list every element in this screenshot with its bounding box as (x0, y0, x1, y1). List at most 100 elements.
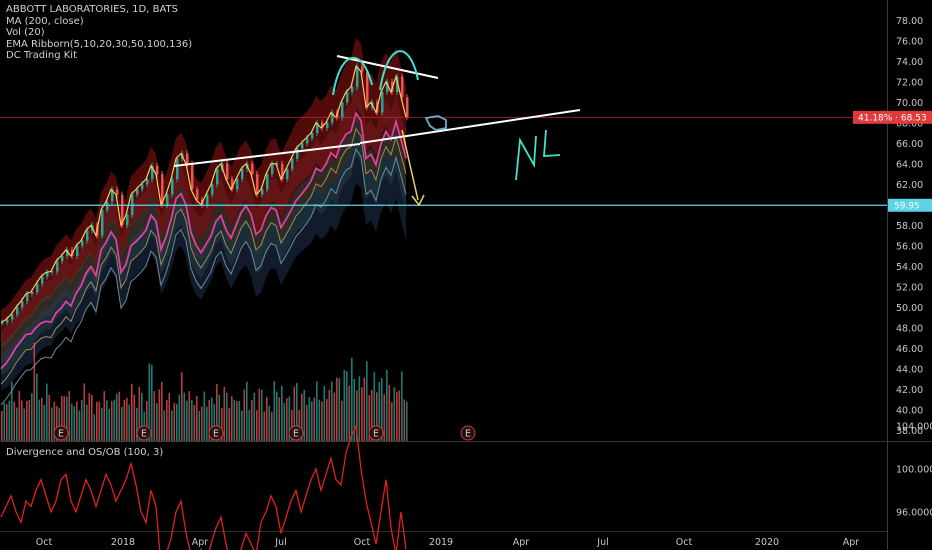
volume-bar (76, 401, 78, 441)
volume-bar (31, 393, 33, 441)
time-tick-label: Jul (274, 537, 286, 548)
price-tick-label: 40.00 (896, 405, 923, 416)
indicator-label[interactable]: Divergence and OS/OB (100, 3) (6, 447, 164, 458)
support-price-badge (888, 198, 932, 212)
volume-bar (63, 396, 66, 441)
price-tick-label: 70.00 (896, 98, 923, 109)
neckline-left (173, 143, 361, 167)
candle (361, 66, 364, 72)
candle (276, 163, 279, 165)
svg-text:E: E (213, 429, 219, 440)
volume-bar (243, 389, 246, 441)
candle (351, 86, 354, 92)
candle (81, 240, 84, 246)
candle (76, 245, 79, 256)
volume-bar (68, 391, 71, 441)
svg-text:E: E (141, 429, 147, 440)
ribbon-band-lower (1, 111, 406, 375)
volume-bar (246, 381, 248, 441)
volume-bar (123, 399, 126, 441)
earnings-marker[interactable]: E (288, 425, 304, 441)
study-vol[interactable]: Vol (20) (6, 27, 45, 39)
price-tick-label: 72.00 (896, 77, 923, 88)
volume-bar (231, 396, 233, 441)
candle (346, 92, 349, 103)
volume-bar (298, 410, 301, 441)
volume-bar (236, 401, 238, 441)
volume-bar (156, 403, 158, 441)
volume-bar (198, 410, 201, 441)
volume-bar (93, 414, 96, 441)
volume-bar (341, 400, 343, 441)
top-trend-line (336, 55, 439, 79)
price-tick-label: 46.00 (896, 344, 923, 355)
volume-bar (211, 397, 213, 441)
volume-bar (108, 408, 111, 441)
candle (316, 122, 319, 133)
candle (396, 76, 399, 92)
earnings-marker[interactable]: E (368, 425, 384, 441)
volume-bar (11, 381, 13, 441)
volume-bar (398, 390, 401, 441)
volume-bar (223, 387, 226, 441)
volume-bar (18, 391, 21, 441)
candle (121, 194, 124, 226)
volume-bar (203, 391, 206, 441)
candle (6, 319, 9, 323)
price-tick-label: 58.00 (896, 221, 923, 232)
volume-bar (238, 401, 241, 441)
candle (61, 256, 64, 262)
volume-bar (273, 381, 276, 441)
volume-bar (258, 388, 261, 441)
candle (211, 184, 214, 195)
pointing-hand-icon (424, 115, 447, 131)
volume-bar (163, 410, 166, 441)
symbol-title[interactable]: ABBOTT LABORATORIES, 1D, BATS (6, 4, 178, 15)
volume-bar (393, 387, 396, 441)
candle (41, 276, 44, 284)
volume-bar (161, 381, 163, 441)
earnings-marker[interactable]: E (460, 425, 476, 441)
volume-bar (311, 401, 313, 441)
candle (266, 174, 269, 190)
earnings-marker[interactable]: E (53, 425, 69, 441)
volume-bar (253, 392, 256, 441)
candle (256, 174, 259, 195)
volume-bar (113, 399, 116, 441)
volume-bar (33, 342, 36, 441)
price-tick-label: 78.00 (896, 16, 923, 27)
volume-bar (138, 386, 141, 441)
volume-bar (226, 392, 228, 441)
head-arc-right (379, 50, 419, 91)
candle (231, 179, 234, 190)
study-dc-trading-kit[interactable]: DC Trading Kit (6, 50, 77, 62)
candle (326, 122, 329, 128)
volume-bar (111, 401, 113, 441)
price-tick-label: 38.00 (896, 426, 923, 437)
volume-bar (221, 408, 223, 441)
volume-bar (16, 407, 18, 441)
price-tick-label: 56.00 (896, 241, 923, 252)
earnings-marker[interactable]: E (208, 425, 224, 441)
target-arrow-line (401, 129, 419, 201)
price-tick-label: 50.00 (896, 303, 923, 314)
candle (16, 307, 19, 315)
volume-bar (346, 371, 348, 441)
volume-bar (176, 403, 178, 441)
volume-bar (353, 379, 356, 441)
current-price-badge (853, 110, 932, 124)
candle (401, 76, 404, 98)
volume-bar (98, 401, 101, 441)
study-ema-ribbon[interactable]: EMA Ribborn(5,10,20,30,50,100,136) (6, 38, 193, 50)
volume-bar (96, 401, 98, 441)
volume-bar (326, 399, 328, 441)
time-tick-label: Apr (843, 537, 860, 548)
candle (281, 163, 284, 180)
candle (136, 189, 139, 195)
study-ma[interactable]: MA (200, close) (6, 15, 84, 27)
volume-bar (256, 410, 258, 441)
price-tick-label: 74.00 (896, 57, 923, 68)
earnings-marker[interactable]: E (136, 425, 152, 441)
